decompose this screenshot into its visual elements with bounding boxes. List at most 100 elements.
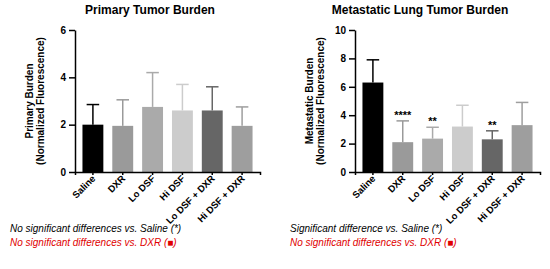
y-tick-label: 6 xyxy=(60,25,66,36)
x-axis: SalineDXRLo DSFHi DSFLo DSF + DXRHi DSF … xyxy=(350,172,541,226)
y-axis-label: Metastatic Burden(Normalized Fluorescenc… xyxy=(304,37,326,165)
error-bar-stem xyxy=(182,84,184,110)
y-tick-mark xyxy=(69,77,75,79)
error-bar-stem xyxy=(462,105,464,126)
y-axis-line xyxy=(355,31,357,173)
x-axis-line xyxy=(76,173,261,176)
bar xyxy=(232,126,253,172)
error-bar-stem xyxy=(241,107,243,126)
error-bar-cap xyxy=(516,102,529,104)
error-bar xyxy=(236,107,249,126)
x-tick-mark xyxy=(432,172,434,175)
x-tick-mark xyxy=(372,172,374,175)
y-tick-mark xyxy=(349,30,355,32)
figure: Primary Tumor Burden Primary Burden(Norma… xyxy=(0,0,550,269)
x-tick-label: Lo DSF xyxy=(406,173,437,204)
x-tick: Lo DSF xyxy=(126,172,157,204)
error-bar-cap xyxy=(176,84,189,86)
x-tick-label: Hi DSF + DXR xyxy=(475,173,527,225)
y-tick: 6 xyxy=(60,25,75,36)
title: Primary Tumor Burden xyxy=(85,3,215,17)
x-tick: Lo DSF xyxy=(406,172,437,204)
chart: Metastatic Lung Tumor Burden Metastatic B… xyxy=(290,3,541,248)
plot-marks xyxy=(362,60,532,172)
bar xyxy=(452,127,473,172)
x-tick-mark xyxy=(182,172,184,175)
x-tick-label: DXR xyxy=(105,173,127,195)
bar xyxy=(482,139,503,172)
error-bar-cap xyxy=(206,86,219,88)
x-axis: SalineDXRLo DSFHi DSFLo DSF + DXRHi DSF … xyxy=(70,172,261,226)
y-tick-mark xyxy=(349,143,355,145)
error-bar-cap xyxy=(116,99,129,101)
y-axis: 0246810 xyxy=(335,25,356,178)
error-bar-cap xyxy=(87,104,100,106)
x-tick-mark xyxy=(402,172,404,175)
y-tick: 10 xyxy=(335,25,355,36)
x-tick-label: Saline xyxy=(350,173,378,201)
x-tick-mark xyxy=(492,172,494,175)
y-tick-mark xyxy=(349,58,355,60)
error-bar xyxy=(206,87,219,111)
x-tick: Saline xyxy=(70,172,98,200)
y-tick: 6 xyxy=(340,82,355,93)
x-axis-line xyxy=(356,173,541,176)
x-tick: Hi DSF + DXR xyxy=(195,172,247,224)
error-bar xyxy=(116,100,129,126)
y-axis-line xyxy=(75,31,77,173)
significance-label: ** xyxy=(488,119,497,131)
bar xyxy=(142,107,163,172)
y-tick-label: 4 xyxy=(60,72,66,83)
y-tick: 0 xyxy=(60,167,75,178)
x-tick-label: DXR xyxy=(385,173,407,195)
x-tick: DXR xyxy=(385,172,407,195)
y-tick-label: 0 xyxy=(60,167,66,178)
y-axis-label-line: (Normalized Fluorescence) xyxy=(35,37,46,165)
y-tick-label: 10 xyxy=(335,25,347,36)
y-tick: 2 xyxy=(60,119,75,130)
y-tick-mark xyxy=(349,87,355,89)
bar xyxy=(82,125,103,172)
y-axis-label-line: Metastatic Burden xyxy=(304,58,315,145)
error-bar-cap xyxy=(146,72,159,74)
significance-label: **** xyxy=(394,109,412,121)
error-bar-cap xyxy=(456,105,469,107)
x-tick-mark xyxy=(122,172,124,175)
y-tick-mark xyxy=(349,115,355,117)
error-bar xyxy=(146,73,159,107)
y-tick-label: 2 xyxy=(60,119,66,130)
plot-marks xyxy=(82,73,252,172)
y-tick-mark xyxy=(69,124,75,126)
error-bar xyxy=(486,131,499,140)
x-tick: DXR xyxy=(105,172,127,195)
y-axis: 0 2 4 6 xyxy=(60,25,75,178)
error-bar-stem xyxy=(122,100,124,126)
y-tick-mark xyxy=(69,172,75,174)
y-axis-label: Primary Burden(Normalized Fluorescence) xyxy=(24,37,46,165)
bar xyxy=(362,83,383,172)
y-axis-label-line: (Normalized Fluorescence) xyxy=(315,37,326,165)
y-tick-label: 8 xyxy=(340,53,346,64)
x-tick-label: Saline xyxy=(70,173,98,201)
title: Metastatic Lung Tumor Burden xyxy=(332,3,508,17)
bar xyxy=(172,110,193,172)
y-tick-label: 6 xyxy=(340,82,346,93)
error-bar-cap xyxy=(367,59,380,61)
x-tick-label: Lo DSF xyxy=(126,173,157,204)
y-tick-mark xyxy=(69,30,75,32)
error-bar xyxy=(396,121,409,142)
x-tick-mark xyxy=(241,172,243,175)
error-bar xyxy=(367,60,380,83)
bar xyxy=(422,139,443,172)
error-bar-stem xyxy=(521,102,523,125)
error-bar-cap xyxy=(236,106,249,108)
annotation: Significant difference vs. Saline (*) xyxy=(290,223,442,234)
x-tick-mark xyxy=(212,172,214,175)
annotation: No significant differences vs. Saline (*… xyxy=(10,223,181,234)
x-tick-mark xyxy=(462,172,464,175)
x-tick-label: Hi DSF + DXR xyxy=(195,173,247,225)
y-tick: 2 xyxy=(340,138,355,149)
significance-label: ** xyxy=(428,115,437,127)
error-bar-stem xyxy=(492,131,494,140)
x-tick: Saline xyxy=(350,172,378,200)
